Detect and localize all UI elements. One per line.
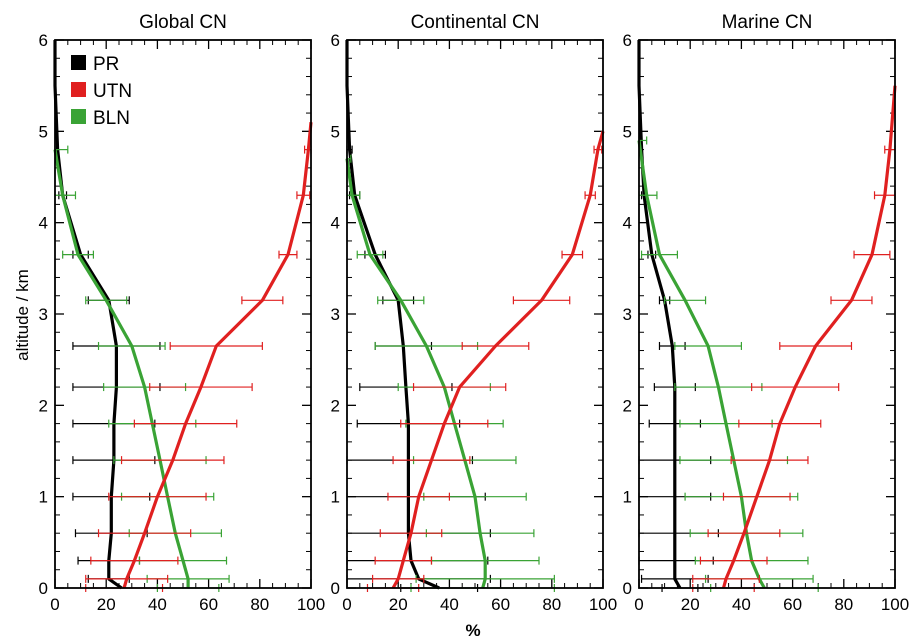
x-tick-label: 40 — [440, 595, 459, 614]
x-tick-label: 100 — [589, 595, 617, 614]
plot-frame — [54, 39, 312, 589]
series-line — [122, 122, 313, 589]
x-tick-label: 100 — [881, 595, 909, 614]
x-tick-label: 0 — [634, 595, 643, 614]
y-tick-label: 5 — [623, 122, 632, 141]
x-tick-label: 20 — [389, 595, 408, 614]
legend-swatch — [71, 82, 86, 97]
x-tick-label: 60 — [783, 595, 802, 614]
x-tick-label: 40 — [148, 595, 167, 614]
x-tick-label: 20 — [97, 595, 116, 614]
legend: PR UTN BLN — [71, 54, 132, 129]
x-tick-label: 60 — [199, 595, 218, 614]
y-tick-label: 1 — [39, 488, 48, 507]
series-line — [345, 40, 440, 590]
y-tick-label: 2 — [331, 396, 340, 415]
x-tick-label: 40 — [732, 595, 751, 614]
plot-frame — [638, 39, 896, 589]
y-tick-label: 1 — [331, 488, 340, 507]
y-axis-label: altitude / km — [13, 269, 32, 361]
x-tick-label: 20 — [681, 595, 700, 614]
panel-title: Continental CN — [411, 12, 540, 33]
legend-swatch — [71, 55, 86, 70]
series-pr — [637, 40, 719, 592]
x-axis-label: % — [465, 621, 480, 640]
y-tick-label: 6 — [39, 31, 48, 50]
x-tick-label: 80 — [834, 595, 853, 614]
plot-frame — [346, 39, 604, 589]
y-tick-label: 0 — [623, 579, 632, 598]
series-line — [637, 140, 766, 589]
y-tick-label: 3 — [331, 305, 340, 324]
x-tick-label: 60 — [491, 595, 510, 614]
y-tick-label: 0 — [331, 579, 340, 598]
y-tick-label: 5 — [331, 122, 340, 141]
legend-label: BLN — [93, 108, 130, 129]
panel-2: Continental CN 0 20 40 60 80 100 0 1 2 3 4 5 6 — [331, 12, 618, 614]
series-bln — [345, 154, 555, 592]
y-tick-label: 1 — [623, 488, 632, 507]
y-tick-label: 0 — [39, 579, 48, 598]
series-line — [721, 85, 897, 589]
panel-title: Global CN — [139, 12, 227, 33]
y-tick-label: 3 — [623, 305, 632, 324]
series-line — [345, 158, 487, 589]
y-tick-label: 2 — [39, 396, 48, 415]
y-tick-label: 4 — [623, 214, 632, 233]
series-bln — [53, 145, 230, 592]
y-tick-label: 6 — [331, 31, 340, 50]
series-line — [391, 130, 605, 589]
y-tick-label: 4 — [39, 214, 48, 233]
series-utn — [85, 122, 313, 592]
y-tick-label: 5 — [39, 122, 48, 141]
legend-label: UTN — [93, 81, 132, 102]
panel-1: Global CN 0 20 40 60 80 100 0 1 2 3 4 5 6 — [39, 12, 326, 614]
x-tick-label: 80 — [542, 595, 561, 614]
legend-label: PR — [93, 54, 119, 75]
x-tick-label: 100 — [297, 595, 325, 614]
series-utn — [692, 85, 897, 592]
y-tick-label: 6 — [623, 31, 632, 50]
panel-title: Marine CN — [722, 12, 813, 33]
series-pr — [345, 40, 491, 592]
x-tick-label: 80 — [250, 595, 269, 614]
x-tick-label: 0 — [342, 595, 351, 614]
y-tick-label: 4 — [331, 214, 340, 233]
panel-3: Marine CN 0 20 40 60 80 100 0 1 2 3 4 5 6 — [623, 12, 910, 614]
legend-swatch — [71, 109, 86, 124]
series-line — [53, 149, 190, 588]
y-tick-label: 2 — [623, 396, 632, 415]
series-bln — [637, 136, 819, 592]
y-tick-label: 3 — [39, 305, 48, 324]
x-tick-label: 0 — [50, 595, 59, 614]
